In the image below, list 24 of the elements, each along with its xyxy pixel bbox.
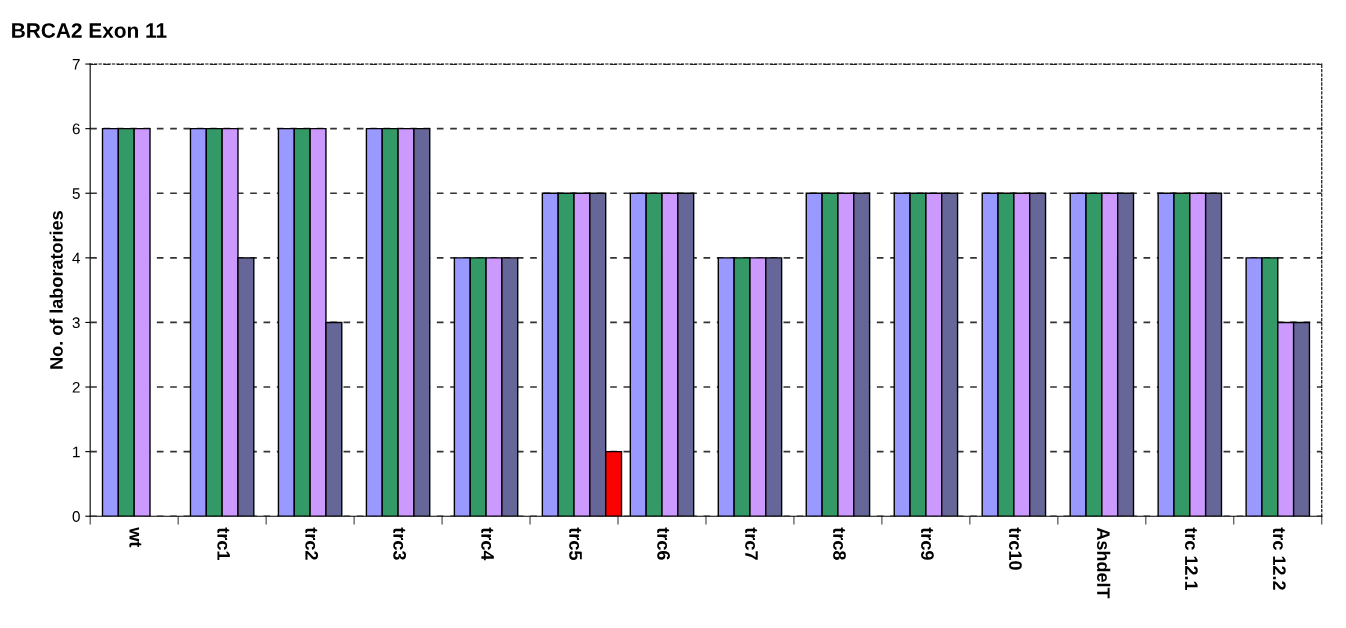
x-tick-label: trc5 [569, 527, 582, 560]
y-tick-label: 3 [72, 317, 80, 329]
y-tick-label: 7 [72, 59, 80, 70]
x-tick-label: trc 12.2 [1272, 527, 1286, 590]
x-tick-label: trc 12.1 [1184, 527, 1198, 591]
x-tick-label: trc8 [833, 527, 846, 560]
y-tick-label: 2 [72, 381, 80, 393]
y-tick-label: 5 [72, 188, 80, 199]
x-tick-label: trc7 [745, 527, 758, 560]
x-tick-label: trc10 [1009, 527, 1022, 570]
x-tick-label: trc1 [217, 527, 230, 560]
x-tick-label: trc9 [921, 527, 934, 560]
x-tick-label: AshdelT [1097, 527, 1111, 599]
x-tick-label: trc4 [481, 527, 494, 561]
x-tick-label: wt [129, 527, 142, 548]
y-tick-label: 0 [72, 511, 80, 522]
y-tick-label: 1 [73, 446, 80, 458]
y-axis-title: No. of laboratories [49, 211, 63, 369]
x-tick-label: trc3 [393, 527, 407, 560]
x-tick-label: trc6 [657, 527, 670, 560]
y-tick-label: 6 [72, 123, 80, 135]
y-tick-label: 4 [72, 252, 81, 264]
chart-title: BRCA2 Exon 11 [12, 23, 167, 38]
x-tick-label: trc2 [305, 527, 319, 560]
